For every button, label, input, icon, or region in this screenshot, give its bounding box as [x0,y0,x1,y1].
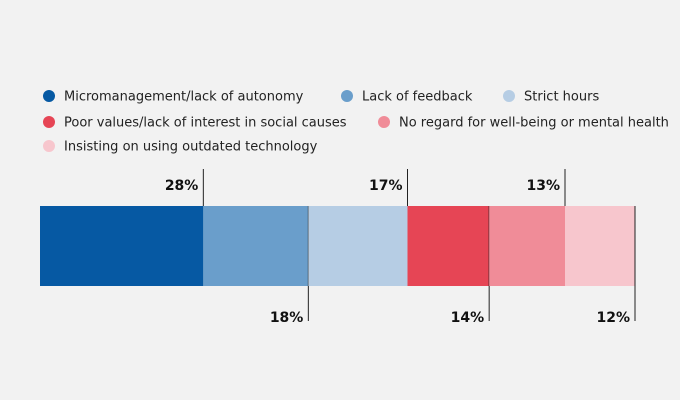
data-label: 28% [165,178,199,194]
data-label: 17% [369,178,403,194]
legend-label: Lack of feedback [362,90,473,105]
legend-label: Insisting on using outdated technology [64,140,318,155]
legend-marker [341,90,353,102]
legend-label: Micromanagement/lack of autonomy [64,90,304,105]
data-label: 13% [526,178,560,194]
bar-segment [203,206,309,286]
legend-marker [43,140,55,152]
legend-marker [503,90,515,102]
bar-segment [489,206,565,286]
bar-segment [565,206,635,286]
legend-label: Poor values/lack of interest in social c… [64,116,347,131]
legend-marker [378,116,390,128]
data-label: 12% [596,310,630,326]
data-label: 18% [270,310,304,326]
bar-segment [40,206,204,286]
data-label: 14% [451,310,485,326]
legend-label: No regard for well-being or mental healt… [399,116,669,131]
legend-marker [43,116,55,128]
legend-label: Strict hours [524,90,599,105]
bar-segment [407,206,490,286]
bar-segment [308,206,408,286]
legend-marker [43,90,55,102]
